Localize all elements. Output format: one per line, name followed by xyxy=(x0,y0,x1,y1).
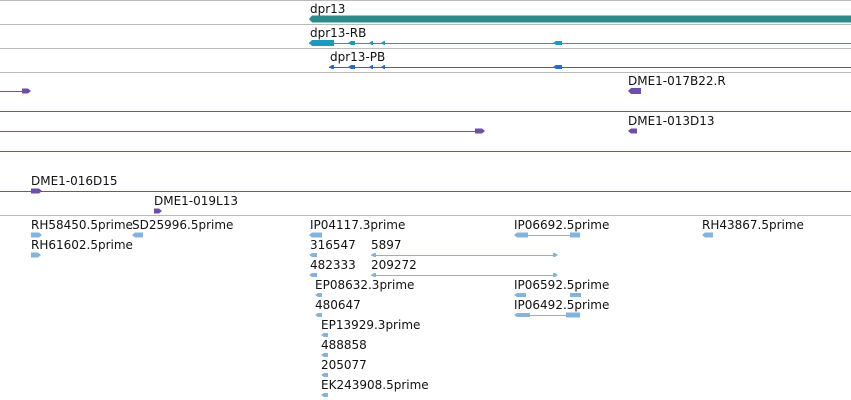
est-glyph xyxy=(309,253,317,257)
est-label: IP06692.5prime xyxy=(514,218,610,232)
est-glyph xyxy=(514,232,528,238)
est-label: EP13929.3prime xyxy=(321,318,421,332)
est-glyph xyxy=(566,312,580,318)
est-glyph xyxy=(31,232,42,238)
clone-label-013d13: DME1-013D13 xyxy=(628,114,715,128)
clone-label-017b22: DME1-017B22.R xyxy=(628,74,726,88)
clone-glyph xyxy=(475,128,485,134)
est-glyph xyxy=(309,232,322,238)
exon-glyph xyxy=(329,65,334,69)
est-glyph xyxy=(371,273,376,277)
transcript-label-rb: dpr13-RB xyxy=(310,26,367,40)
est-label: 488858 xyxy=(321,338,367,352)
exon-glyph xyxy=(369,41,373,45)
exon-glyph xyxy=(553,65,562,69)
est-label: 5897 xyxy=(371,238,402,252)
exon-glyph xyxy=(369,65,373,69)
clone-glyph xyxy=(628,128,637,134)
clone-glyph xyxy=(628,88,641,94)
gene-glyph xyxy=(309,15,851,23)
est-label: RH61602.5prime xyxy=(31,238,133,252)
clone-glyph xyxy=(31,188,42,194)
est-label: IP06492.5prime xyxy=(514,298,610,312)
est-glyph xyxy=(514,313,530,317)
est-glyph xyxy=(321,393,328,397)
est-label: 205077 xyxy=(321,358,367,372)
est-label: EP08632.3prime xyxy=(315,278,415,292)
est-label: 482333 xyxy=(310,258,356,272)
est-glyph xyxy=(31,252,41,258)
est-glyph xyxy=(132,232,143,238)
clone-glyph xyxy=(154,208,162,214)
est-glyph xyxy=(315,313,322,317)
est-label: RH58450.5prime xyxy=(31,218,133,232)
est-label: EK243908.5prime xyxy=(321,378,429,392)
est-label: IP06592.5prime xyxy=(514,278,610,292)
exon-glyph xyxy=(309,40,334,46)
est-glyph xyxy=(309,273,317,277)
est-glyph xyxy=(570,232,580,238)
clone-glyph xyxy=(22,88,31,94)
exon-glyph xyxy=(553,41,562,45)
exon-glyph xyxy=(348,65,355,69)
est-label: RH43867.5prime xyxy=(702,218,804,232)
est-glyph xyxy=(321,333,328,337)
exon-glyph xyxy=(381,41,385,45)
est-label: IP04117.3prime xyxy=(310,218,406,232)
est-glyph xyxy=(553,253,558,257)
gene-label-dpr13: dpr13 xyxy=(310,2,346,16)
est-label: 209272 xyxy=(371,258,417,272)
est-glyph xyxy=(371,253,376,257)
est-label: SD25996.5prime xyxy=(132,218,234,232)
transcript-label-pb: dpr13-PB xyxy=(330,50,386,64)
est-glyph xyxy=(702,232,713,238)
est-label: 480647 xyxy=(315,298,361,312)
clone-label-019l13: DME1-019L13 xyxy=(154,194,238,208)
est-glyph xyxy=(553,273,558,277)
exon-glyph xyxy=(348,41,355,45)
est-glyph xyxy=(570,293,581,297)
exon-glyph xyxy=(381,65,385,69)
clone-label-016d15: DME1-016D15 xyxy=(31,174,118,188)
est-glyph xyxy=(514,293,526,297)
est-glyph xyxy=(321,353,328,357)
est-label: 316547 xyxy=(310,238,356,252)
est-glyph xyxy=(321,373,328,377)
est-glyph xyxy=(315,293,322,297)
